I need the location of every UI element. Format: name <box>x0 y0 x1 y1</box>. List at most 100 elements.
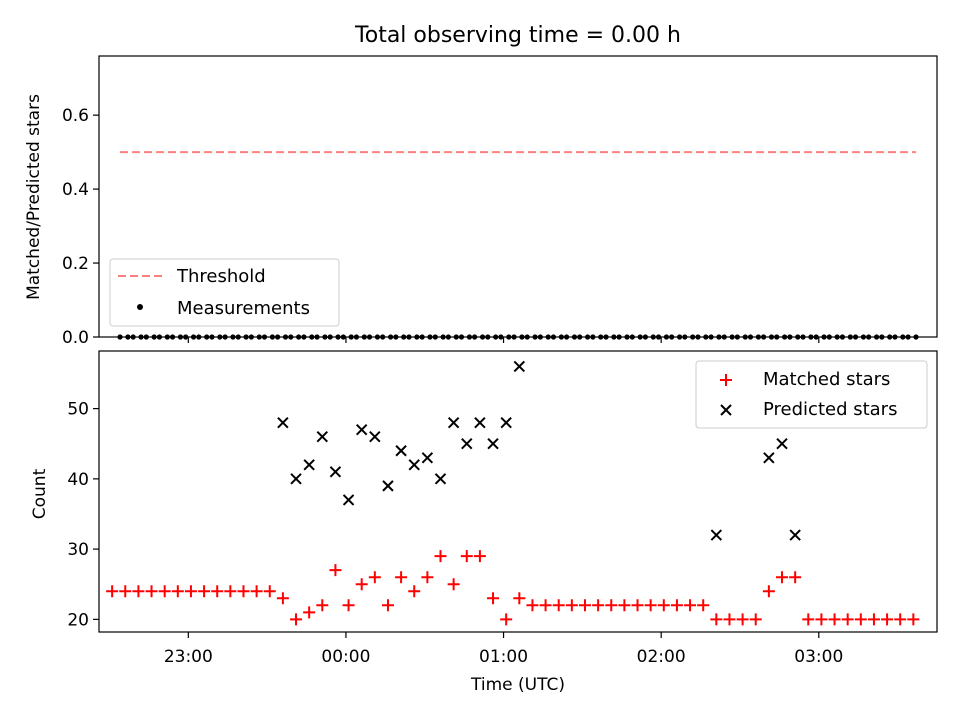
top-panel: 0.0 0.2 0.4 0.6 Matched/Predicted stars Thr… <box>24 55 938 348</box>
top-plot-frame <box>98 55 938 338</box>
xtick-label: 00:00 <box>321 647 370 667</box>
matched-star-point <box>684 599 697 612</box>
bottom-ytick-label: 30 <box>67 540 89 560</box>
matched-star-point <box>854 613 867 626</box>
matched-star-point <box>500 613 513 626</box>
predicted-star-point <box>789 529 801 541</box>
matched-star-point <box>789 571 802 584</box>
predicted-star-point <box>395 445 407 457</box>
predicted-star-point <box>776 438 788 450</box>
legend-predicted-swatch <box>720 404 732 416</box>
top-ytick-label: 0.4 <box>62 180 89 200</box>
predicted-star-point <box>382 480 394 492</box>
top-ytick-label: 0.2 <box>62 254 89 274</box>
matched-star-point <box>487 592 500 605</box>
matched-star-point <box>657 599 670 612</box>
matched-star-point <box>513 592 526 605</box>
matched-star-point <box>342 599 355 612</box>
matched-star-point <box>881 613 894 626</box>
predicted-star-point <box>434 473 447 485</box>
predicted-star-point <box>277 416 289 429</box>
matched-star-point <box>710 613 723 626</box>
predicted-star-point <box>763 452 775 464</box>
legend-measurements-label: Measurements <box>177 298 310 319</box>
matched-star-point <box>290 613 303 626</box>
bottom-legend-box <box>695 360 928 429</box>
matched-star-point <box>618 599 631 612</box>
matched-star-point <box>670 599 683 612</box>
matched-star-point <box>460 550 473 563</box>
predicted-star-point <box>303 459 315 471</box>
matched-star-point <box>119 585 132 598</box>
matched-star-point <box>224 585 237 598</box>
matched-star-point <box>473 550 486 563</box>
predicted-star-point <box>316 430 328 443</box>
matched-star-point <box>578 599 591 612</box>
matched-star-point <box>237 585 250 598</box>
matched-star-point <box>828 613 841 626</box>
figure-title: Total observing time = 0.00 h <box>354 23 681 48</box>
legend-measurements-swatch <box>137 304 143 310</box>
matched-star-point <box>815 613 828 626</box>
matched-star-point <box>762 585 775 598</box>
xtick-label: 02:00 <box>637 647 686 667</box>
top-ytick-label: 0.0 <box>62 328 89 348</box>
predicted-star-point <box>290 473 302 485</box>
top-legend-box <box>109 258 340 327</box>
predicted-star-point <box>369 430 381 443</box>
matched-star-point <box>631 599 644 612</box>
matched-star-point <box>184 585 197 598</box>
predicted-star-point <box>342 494 355 506</box>
predicted-star-point <box>474 416 486 429</box>
x-axis-label: Time (UTC) <box>470 675 565 695</box>
matched-star-point <box>776 571 789 584</box>
matched-star-point <box>303 606 316 619</box>
matched-star-point <box>447 578 460 591</box>
matched-star-point <box>867 613 880 626</box>
matched-star-point <box>841 613 854 626</box>
legend-predicted-label: Predicted stars <box>763 399 897 420</box>
matched-star-point <box>276 592 289 605</box>
bottom-plot-frame <box>98 350 938 633</box>
matched-star-point <box>145 585 158 598</box>
matched-star-point <box>552 599 565 612</box>
matched-star-point <box>697 599 710 612</box>
matched-star-point <box>749 613 762 626</box>
legend-threshold-label: Threshold <box>176 266 266 287</box>
bottom-panel: 20 30 40 50 23:00 00:00 01:00 02:00 03:00 Count… <box>30 350 938 695</box>
predicted-star-point <box>329 466 342 478</box>
matched-star-point <box>106 585 119 598</box>
matched-star-point <box>592 599 605 612</box>
matched-star-point <box>539 599 552 612</box>
predicted-star-point <box>408 459 420 471</box>
top-legend: Threshold Measurements <box>109 258 340 327</box>
matched-star-point <box>368 571 381 584</box>
xtick-label: 03:00 <box>794 647 843 667</box>
matched-star-point <box>198 585 211 598</box>
legend-matched-swatch <box>720 374 732 386</box>
predicted-star-point <box>461 438 473 450</box>
matched-star-point <box>171 585 184 598</box>
bottom-ytick-label: 40 <box>67 470 89 490</box>
matched-star-point <box>263 585 276 598</box>
matched-star-point <box>381 599 394 612</box>
predicted-star-point <box>447 416 460 429</box>
matched-star-point <box>907 613 920 626</box>
bottom-ytick-label: 20 <box>67 610 89 630</box>
predicted-star-point <box>710 529 723 541</box>
matched-star-point <box>894 613 907 626</box>
bottom-y-axis-label: Count <box>30 468 50 519</box>
matched-star-point <box>434 550 447 563</box>
matched-star-point <box>395 571 408 584</box>
top-ytick-label: 0.6 <box>62 106 89 126</box>
bottom-legend: Matched stars Predicted stars <box>695 360 928 429</box>
matched-star-point <box>211 585 224 598</box>
legend-matched-label: Matched stars <box>763 369 890 390</box>
matched-star-point <box>316 599 329 612</box>
matched-star-point <box>565 599 578 612</box>
matched-star-point <box>329 564 342 577</box>
matched-star-point <box>158 585 171 598</box>
top-y-axis-label: Matched/Predicted stars <box>24 94 44 300</box>
xtick-label: 23:00 <box>164 647 213 667</box>
matched-star-point <box>408 585 421 598</box>
